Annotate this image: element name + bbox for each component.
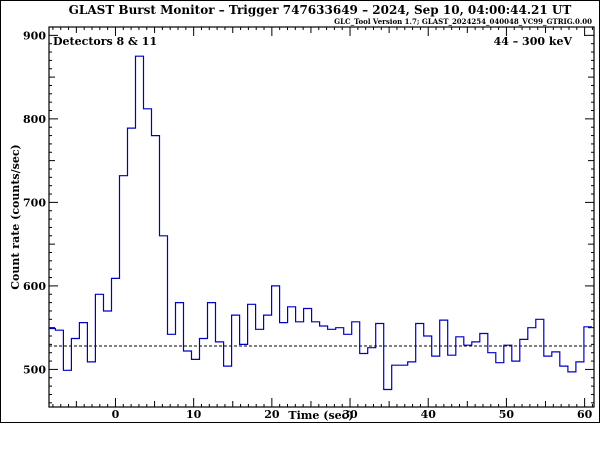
plot-frame [48, 26, 595, 408]
detectors-annotation: Detectors 8 & 11 [53, 35, 157, 48]
y-tick-label: 900 [23, 29, 46, 42]
x-tick-label: 20 [264, 408, 280, 421]
energy-range-annotation: 44 – 300 keV [494, 35, 573, 48]
y-tick-label: 600 [23, 280, 46, 293]
x-tick-label: 40 [421, 408, 437, 421]
y-axis-label: Count rate (counts/sec) [9, 144, 22, 289]
y-tick-label: 500 [23, 363, 46, 376]
x-axis-label: Time (sec) [288, 409, 353, 422]
x-tick-label: 30 [342, 408, 358, 421]
y-tick-label: 700 [23, 196, 46, 209]
chart-subtitle: GLC_Tool Version 1.7; GLAST_2024254_0400… [334, 17, 592, 26]
x-tick-label: 0 [112, 408, 120, 421]
x-tick-label: 50 [499, 408, 515, 421]
x-tick-label: 10 [186, 408, 202, 421]
x-tick-label: 60 [577, 408, 593, 421]
count-rate-series [49, 55, 592, 391]
axis-ticks: 0 10 20 30 40 50 60 500 600 700 800 900 [23, 26, 594, 421]
chart-title: GLAST Burst Monitor – Trigger 747633649 … [69, 3, 572, 17]
y-tick-label: 800 [23, 113, 46, 126]
